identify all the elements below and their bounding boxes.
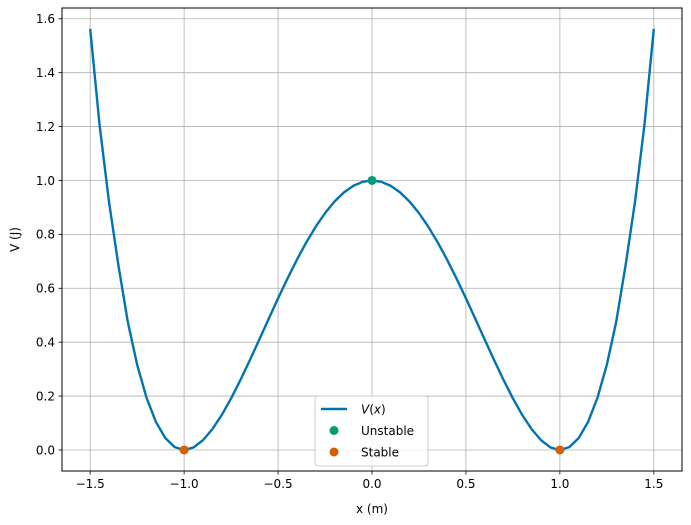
x-tick-label: −1.0 <box>170 477 199 491</box>
x-tick-label: −0.5 <box>263 477 292 491</box>
grid <box>62 8 682 471</box>
legend-label-part: V <box>361 402 370 416</box>
y-tick-label: 0.6 <box>36 282 55 296</box>
legend-label-part: ) <box>381 402 386 416</box>
y-tick-label: 1.4 <box>36 66 55 80</box>
x-tick-label: 0.5 <box>456 477 475 491</box>
legend-entry-label: V(x) <box>361 402 386 416</box>
legend-entry-label: Unstable <box>361 424 414 438</box>
x-tick-label: 1.0 <box>550 477 569 491</box>
legend-marker-swatch <box>329 426 339 435</box>
y-tick-label: 0.2 <box>36 389 55 403</box>
y-tick-label: 1.0 <box>36 174 55 188</box>
y-tick-label: 0.8 <box>36 228 55 242</box>
series-layer <box>88 28 656 455</box>
y-tick-label: 1.6 <box>36 12 55 26</box>
point-stable <box>555 445 565 455</box>
legend-marker-swatch <box>329 447 339 457</box>
legend-label-part: ( <box>369 402 374 416</box>
x-tick-label: 0.0 <box>362 477 381 491</box>
legend-label-part: x <box>373 402 382 416</box>
y-axis-ticks: 0.0 0.2 0.4 0.6 0.8 1.0 1.2 1.4 1.6 <box>36 12 62 457</box>
x-axis-label: x (m) <box>356 502 388 516</box>
x-tick-label: −1.5 <box>76 477 105 491</box>
y-tick-label: 0.0 <box>36 443 55 457</box>
legend-entry-label: Stable <box>361 445 399 459</box>
x-axis-ticks: −1.5 −1.0 −0.5 0.0 0.5 1.0 1.5 <box>76 471 663 491</box>
legend: V(x) Unstable Stable <box>314 395 429 467</box>
y-tick-label: 0.4 <box>36 335 55 349</box>
point-stable <box>179 445 189 455</box>
x-tick-label: 1.5 <box>644 477 663 491</box>
y-tick-label: 1.2 <box>36 120 55 134</box>
legend-box <box>314 395 429 467</box>
y-axis-label: V (J) <box>8 227 22 252</box>
point-unstable <box>367 175 377 185</box>
